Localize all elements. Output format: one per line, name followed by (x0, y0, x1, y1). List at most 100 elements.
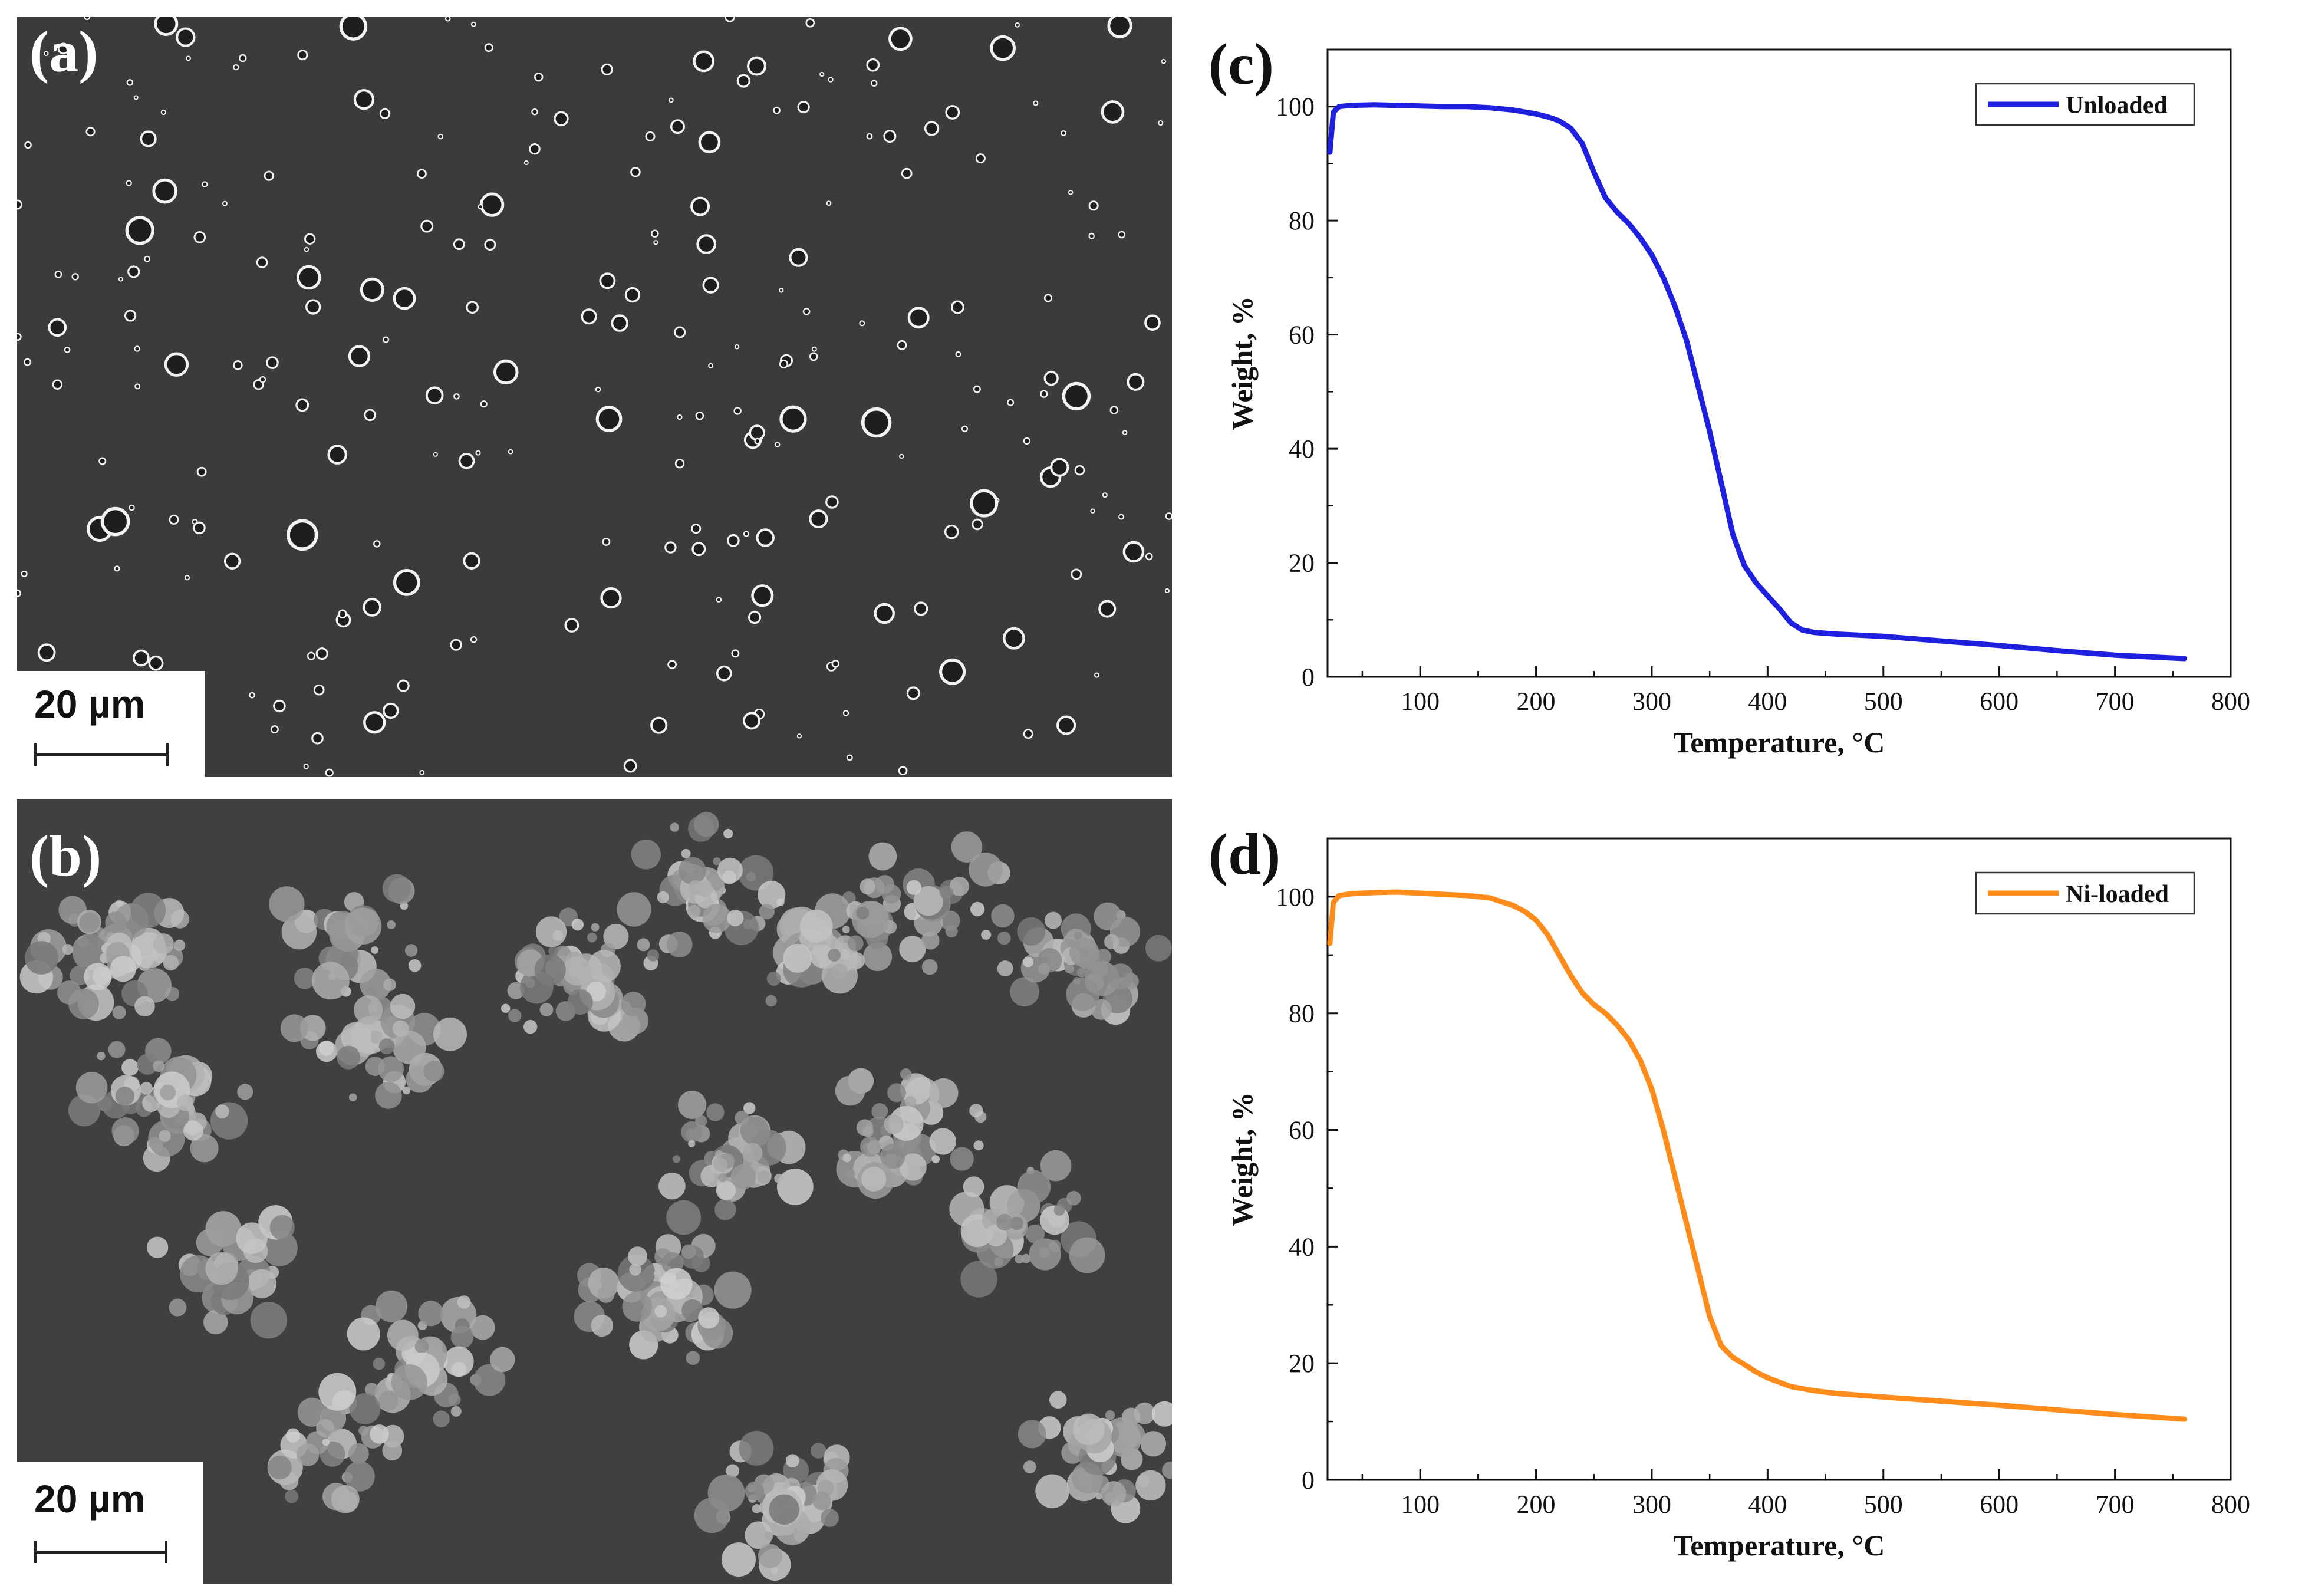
pore (554, 111, 569, 127)
pore (773, 106, 781, 114)
aggregate-particle (714, 1271, 752, 1309)
pore (698, 131, 721, 154)
pore (534, 72, 544, 82)
chart-d-y-tick-label: 20 (1289, 1349, 1315, 1378)
aggregate-particle (868, 842, 897, 871)
chart-d-x-tick-label: 500 (1864, 1490, 1903, 1519)
pore (743, 531, 750, 537)
scale-bar-b: 20 µm (17, 1462, 203, 1584)
aggregate-particle (418, 1301, 444, 1327)
aggregate-particle (997, 960, 1013, 977)
pore (819, 71, 825, 77)
pore (238, 54, 247, 62)
pore (754, 437, 761, 445)
pore (264, 170, 274, 181)
pore (296, 265, 321, 290)
aggregate-particle (880, 1143, 905, 1169)
aggregate-particle (622, 1291, 653, 1322)
pore (148, 655, 164, 671)
aggregate-group (19, 811, 1172, 1581)
pore (193, 231, 206, 243)
pore (458, 452, 475, 469)
chart-d-y-tick-label: 60 (1289, 1116, 1315, 1145)
pore (811, 346, 817, 352)
aggregate-particle (743, 1102, 756, 1114)
chart-d: 100 200 300 400 500 600 700 800 0 20 40 60 80 100 Temp… (1179, 790, 2305, 1593)
aggregate-particle (1035, 1474, 1069, 1509)
aggregate-particle (1045, 911, 1062, 929)
pore (668, 97, 674, 103)
pore (861, 407, 892, 438)
aggregate-particle (1140, 1431, 1167, 1457)
chart-d-legend-label: Ni-loaded (2066, 881, 2169, 908)
pore (897, 340, 907, 350)
chart-d-x-tick-label: 300 (1632, 1490, 1671, 1519)
pore (898, 766, 908, 776)
aggregate-particle (1064, 964, 1074, 973)
pore (129, 504, 135, 511)
pore (21, 570, 28, 577)
aggregate-particle (899, 936, 926, 963)
pore (696, 234, 717, 255)
aggregate-particle (347, 1317, 380, 1351)
pore (273, 699, 286, 713)
pore (1002, 627, 1025, 650)
pore (1023, 729, 1033, 739)
chart-d-x-axis-label: Temperature, °C (1674, 1529, 1885, 1562)
aggregate-particle (1025, 1224, 1045, 1244)
pore (924, 121, 940, 136)
aggregate-particle (722, 870, 736, 885)
aggregate-particle (698, 1307, 720, 1329)
pore (393, 569, 420, 596)
pore (233, 64, 239, 71)
pore (802, 308, 811, 315)
pore (444, 17, 451, 22)
scale-bar-a: 20 µm (17, 671, 205, 778)
pore (304, 246, 309, 252)
aggregate-particle (548, 946, 558, 956)
aggregate-particle (348, 1443, 369, 1464)
aggregate-particle (163, 955, 179, 971)
scale-bar-tick-right-a (166, 743, 169, 766)
aggregate-particle (205, 1252, 238, 1285)
scale-bar-tick-right-b (165, 1541, 167, 1563)
sem-image-b (17, 799, 1172, 1584)
pore (84, 17, 91, 21)
pore (479, 192, 505, 217)
aggregate-particle (1023, 956, 1033, 968)
aggregate-particle (693, 811, 719, 837)
chart-c-x-tick-label: 600 (1980, 687, 2018, 716)
aggregate-particle (739, 1430, 774, 1466)
aggregate-particle (84, 963, 112, 991)
pore (144, 255, 151, 262)
aggregate-particle (991, 904, 1015, 928)
pore (57, 42, 70, 55)
aggregate-particle (628, 1246, 648, 1266)
aggregate-particle (562, 956, 592, 986)
aggregate-particle (591, 1314, 613, 1337)
pore (484, 239, 496, 251)
chart-d-y-axis-label: Weight, % (1226, 1092, 1259, 1226)
pore (417, 169, 427, 179)
aggregate-particle (108, 1041, 126, 1058)
aggregate-particle (860, 878, 875, 895)
pore (17, 199, 22, 210)
chart-d-y-tick-label: 40 (1289, 1232, 1315, 1261)
aggregate-particle (658, 1172, 686, 1200)
aggregate-particle (786, 1454, 799, 1467)
aggregate-particle (752, 1504, 762, 1513)
pore (339, 17, 368, 41)
pore (796, 733, 802, 739)
aggregate-particle (743, 919, 754, 930)
pore (470, 636, 478, 643)
pore (1122, 541, 1145, 563)
pore (774, 442, 781, 447)
aggregate-particle (969, 1104, 983, 1118)
aggregate-particle (391, 1364, 427, 1400)
aggregate-particle (387, 1319, 419, 1351)
pore (866, 58, 880, 72)
aggregate-particle (863, 942, 893, 972)
aggregate-particle (757, 1170, 771, 1184)
pore (1101, 100, 1125, 124)
aggregate-particle (392, 1020, 409, 1037)
